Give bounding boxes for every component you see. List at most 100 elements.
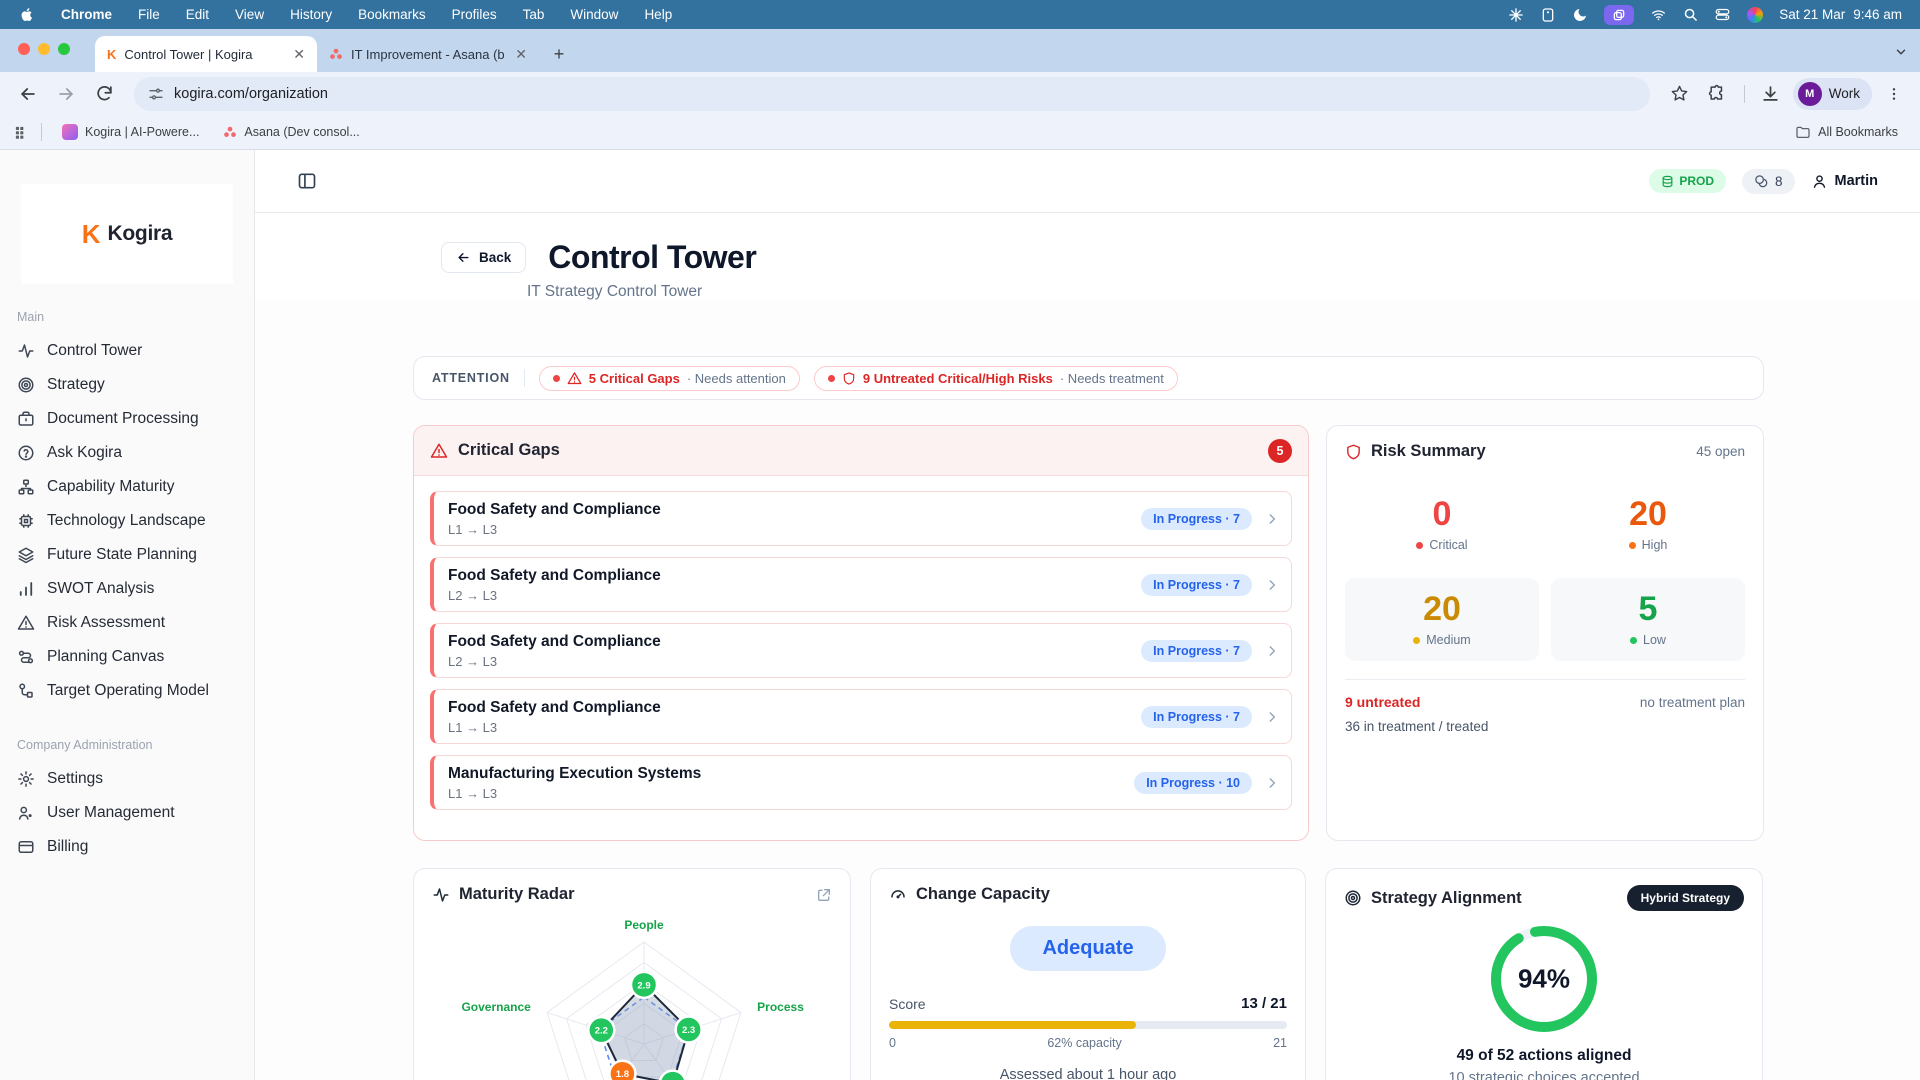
menu-view[interactable]: View — [235, 7, 265, 22]
status-badge: In Progress · 7 — [1141, 573, 1252, 596]
tab-close-icon[interactable]: ✕ — [293, 45, 305, 62]
moon-icon[interactable] — [1572, 7, 1588, 23]
all-bookmarks-button[interactable]: All Bookmarks — [1787, 120, 1906, 144]
window-controls[interactable] — [18, 43, 70, 55]
sidebar-item-swot-analysis[interactable]: SWOT Analysis — [15, 572, 239, 606]
sidebar-toggle-icon[interactable] — [297, 171, 317, 191]
sidebar-item-billing[interactable]: Billing — [15, 830, 239, 864]
back-icon[interactable] — [12, 78, 44, 110]
tag-icon[interactable] — [1540, 7, 1556, 23]
tab-strip: K Control Tower | Kogira ✕ IT Improvemen… — [0, 29, 1920, 72]
sidebar-item-strategy[interactable]: Strategy — [15, 368, 239, 402]
chevron-right-icon[interactable] — [1265, 776, 1279, 790]
risk-stat-critical: 0 Critical — [1345, 483, 1539, 566]
risk-stat-high: 20 High — [1551, 483, 1745, 566]
menu-bookmarks[interactable]: Bookmarks — [358, 7, 426, 22]
sidebar-item-planning-canvas[interactable]: Planning Canvas — [15, 640, 239, 674]
sidebar-section-main: Main — [17, 310, 45, 324]
apps-grid-icon[interactable] — [14, 125, 29, 140]
back-button[interactable]: Back — [441, 242, 527, 273]
sidebar-item-target-operating-model[interactable]: Target Operating Model — [15, 674, 239, 708]
chevron-right-icon[interactable] — [1265, 710, 1279, 724]
menu-chrome[interactable]: Chrome — [61, 7, 113, 22]
wifi-icon[interactable] — [1650, 8, 1667, 22]
extensions-icon[interactable] — [1702, 78, 1734, 110]
reload-icon[interactable] — [88, 78, 120, 110]
app-logo[interactable]: K Kogira — [21, 184, 233, 284]
menu-history[interactable]: History — [290, 7, 333, 22]
gap-levels: L2 → L3 — [448, 587, 498, 603]
sidebar-item-risk-assessment[interactable]: Risk Assessment — [15, 606, 239, 640]
window-close-button[interactable] — [18, 43, 30, 55]
gap-item[interactable]: Food Safety and Compliance L2 → L3 In Pro… — [430, 557, 1292, 612]
attention-label: ATTENTION — [432, 371, 510, 385]
alert-text: 9 Untreated Critical/High Risks — [862, 370, 1053, 386]
sidebar-item-control-tower[interactable]: Control Tower — [15, 334, 239, 368]
stat-label: Medium — [1426, 633, 1471, 647]
gap-item[interactable]: Food Safety and Compliance L1 → L3 In Pro… — [430, 689, 1292, 744]
range-max: 21 — [1273, 1036, 1287, 1050]
browser-menu-icon[interactable] — [1878, 78, 1910, 110]
profile-color-icon[interactable] — [1747, 6, 1764, 23]
gap-item[interactable]: Food Safety and Compliance L1 → L3 In Pro… — [430, 491, 1292, 546]
url-text[interactable]: kogira.com/organization — [174, 85, 328, 102]
bookmark-kogira[interactable]: Kogira | AI-Powere... — [54, 120, 207, 144]
org-chart-icon — [17, 478, 35, 496]
menu-help[interactable]: Help — [644, 7, 673, 22]
maturity-radar-card: Maturity Radar People Process Governance 2.… — [413, 868, 851, 1080]
menu-file[interactable]: File — [138, 7, 160, 22]
sidebar-item-technology-landscape[interactable]: Technology Landscape — [15, 504, 239, 538]
chevron-right-icon[interactable] — [1265, 578, 1279, 592]
tab-asana[interactable]: IT Improvement - Asana (beta ✕ — [317, 36, 539, 72]
menu-profiles[interactable]: Profiles — [451, 7, 497, 22]
sidebar-item-future-state-planning[interactable]: Future State Planning — [15, 538, 239, 572]
status-dot — [1628, 541, 1636, 549]
tab-search-chevron-icon[interactable] — [1894, 45, 1908, 59]
alert-untreated-risks[interactable]: 9 Untreated Critical/High Risks · Needs … — [813, 365, 1178, 391]
window-zoom-button[interactable] — [58, 43, 70, 55]
address-bar[interactable]: kogira.com/organization — [134, 76, 1650, 111]
no-treatment-note: no treatment plan — [1639, 694, 1745, 710]
gap-item[interactable]: Food Safety and Compliance L2 → L3 In Pro… — [430, 623, 1292, 678]
divider — [1345, 679, 1745, 680]
sparkle-icon[interactable] — [1508, 7, 1524, 23]
sidebar-item-ask-kogira[interactable]: Ask Kogira — [15, 436, 239, 470]
alert-critical-gaps[interactable]: 5 Critical Gaps · Needs attention — [538, 365, 800, 391]
browser-profile-button[interactable]: M Work — [1792, 77, 1872, 110]
gap-item[interactable]: Manufacturing Execution Systems L1 → L3 I… — [430, 755, 1292, 810]
external-link-icon[interactable] — [816, 887, 832, 903]
search-icon[interactable] — [1683, 7, 1698, 22]
forward-icon[interactable] — [50, 78, 82, 110]
asana-favicon — [330, 48, 342, 59]
card-title: Risk Summary — [1371, 442, 1486, 460]
control-center-icon[interactable] — [1714, 7, 1731, 22]
user-menu[interactable]: Martin — [1811, 173, 1878, 190]
menu-tab[interactable]: Tab — [522, 7, 545, 22]
alert-triangle-icon — [567, 371, 582, 384]
chevron-right-icon[interactable] — [1265, 644, 1279, 658]
status-badge: In Progress · 10 — [1134, 771, 1252, 794]
chevron-right-icon[interactable] — [1265, 512, 1279, 526]
download-icon[interactable] — [1755, 78, 1787, 110]
window-minimize-button[interactable] — [38, 43, 50, 55]
credits-badge[interactable]: 8 — [1741, 168, 1795, 194]
menu-window[interactable]: Window — [570, 7, 619, 22]
bookmark-star-icon[interactable] — [1664, 78, 1696, 110]
count-badge: 5 — [1268, 438, 1292, 463]
card-title: Maturity Radar — [459, 885, 575, 903]
new-tab-button[interactable]: + — [553, 43, 565, 64]
site-settings-icon[interactable] — [148, 86, 164, 102]
screen-mirror-icon[interactable] — [1604, 4, 1635, 25]
menu-edit[interactable]: Edit — [185, 7, 210, 22]
risk-summary-card: Risk Summary 45 open 0 Critical 20 High — [1326, 425, 1764, 841]
sidebar-item-user-management[interactable]: User Management — [15, 796, 239, 830]
tab-close-icon[interactable]: ✕ — [515, 45, 527, 62]
gap-levels: L1 → L3 — [448, 785, 498, 801]
sidebar-item-document-processing[interactable]: Document Processing — [15, 402, 239, 436]
sidebar-item-settings[interactable]: Settings — [15, 762, 239, 796]
apple-icon[interactable] — [20, 6, 35, 23]
tab-control-tower[interactable]: K Control Tower | Kogira ✕ — [95, 36, 317, 72]
sidebar-item-capability-maturity[interactable]: Capability Maturity — [15, 470, 239, 504]
bookmark-asana[interactable]: Asana (Dev consol... — [215, 121, 367, 143]
svg-text:2.2: 2.2 — [595, 1026, 608, 1037]
